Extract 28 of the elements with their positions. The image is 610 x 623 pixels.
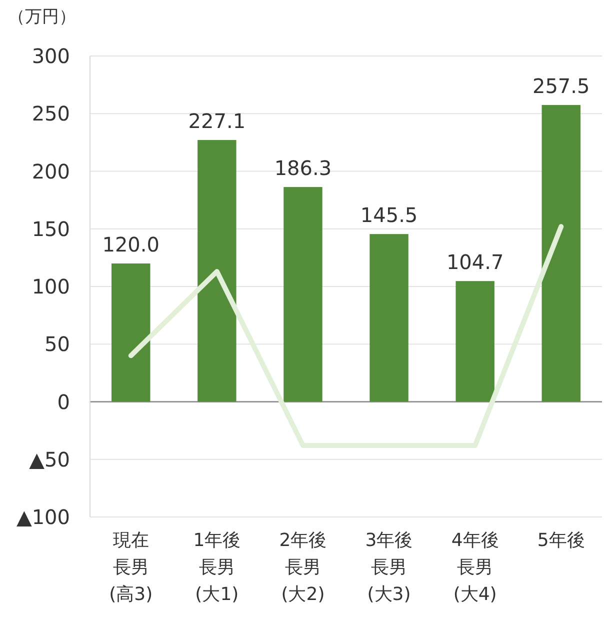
y-tick-label: 300 xyxy=(32,44,70,68)
y-tick-label: 150 xyxy=(32,216,70,241)
bar xyxy=(112,263,150,402)
x-tick-label: 3年後長男(大3) xyxy=(364,529,414,607)
data-label: 104.7 xyxy=(446,250,504,274)
x-tick-label: 5年後 xyxy=(536,529,586,553)
bar xyxy=(198,140,236,402)
y-tick-label: 200 xyxy=(32,159,70,184)
bar xyxy=(542,104,580,402)
y-tick-label: ▲100 xyxy=(16,505,70,529)
x-tick-label: 4年後長男(大4) xyxy=(450,529,500,607)
y-axis-title: （万円） xyxy=(8,7,76,27)
bar xyxy=(456,281,494,402)
bar xyxy=(284,187,322,402)
y-tick-label: 250 xyxy=(32,102,70,126)
data-label: 186.3 xyxy=(274,156,332,180)
x-tick-label: 2年後長男(大2) xyxy=(278,529,328,607)
data-label: 145.5 xyxy=(360,203,418,228)
x-tick-label: 1年後長男(大1) xyxy=(192,529,242,607)
y-tick-label: ▲50 xyxy=(29,447,70,472)
bar xyxy=(370,234,408,402)
data-label: 120.0 xyxy=(102,232,160,256)
y-tick-label: 100 xyxy=(32,274,70,298)
x-tick-label: 現在長男(高3) xyxy=(108,529,154,607)
data-label: 257.5 xyxy=(532,74,590,98)
y-tick-label: 0 xyxy=(57,390,70,414)
data-label: 227.1 xyxy=(188,109,246,134)
y-tick-label: 50 xyxy=(44,332,70,356)
